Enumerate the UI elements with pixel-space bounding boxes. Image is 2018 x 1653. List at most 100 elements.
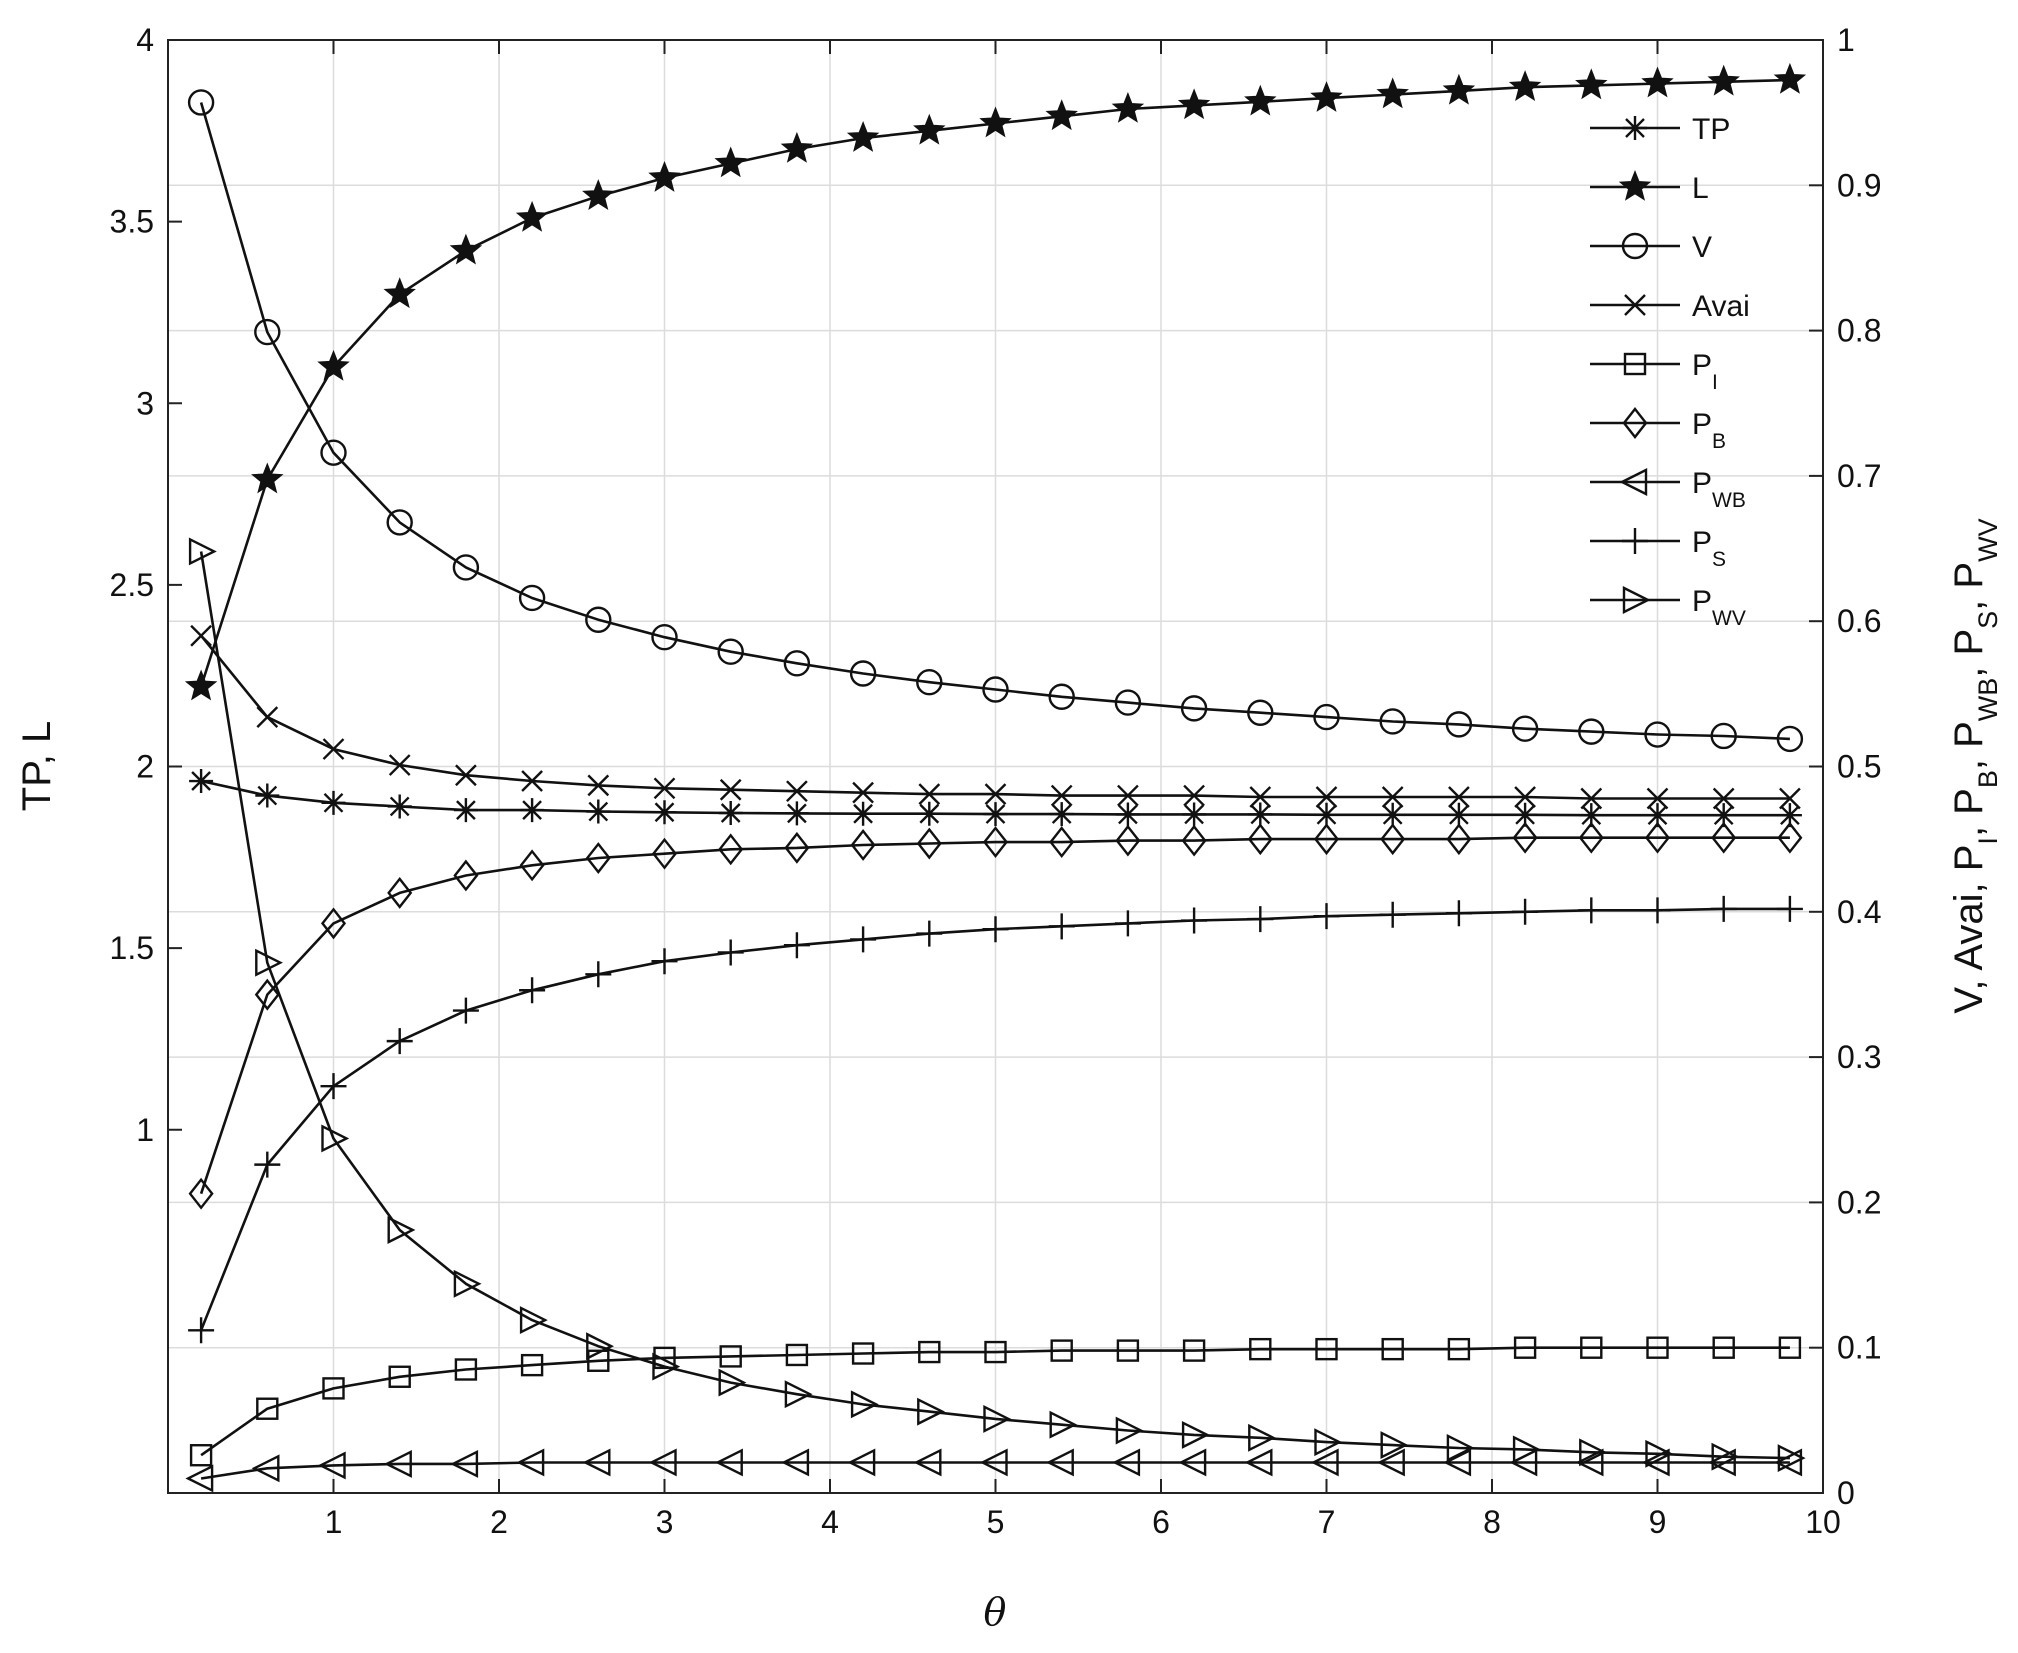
point-ps bbox=[1379, 901, 1406, 928]
point-l bbox=[515, 200, 549, 232]
point-pi bbox=[322, 1377, 345, 1400]
point-pwb bbox=[781, 1448, 810, 1477]
x-tick-label: 3 bbox=[656, 1504, 674, 1540]
point-pi bbox=[1182, 1339, 1206, 1362]
point-pwv bbox=[1645, 1439, 1674, 1468]
point-pwb bbox=[1178, 1448, 1207, 1477]
point-pwv bbox=[387, 1216, 416, 1244]
point-l bbox=[1575, 68, 1608, 100]
point-pwv bbox=[321, 1124, 350, 1153]
x-tick-label: 7 bbox=[1318, 1504, 1336, 1540]
point-tp bbox=[520, 798, 545, 823]
series-line-pi bbox=[200, 1346, 1790, 1457]
point-pwv bbox=[917, 1397, 945, 1426]
point-pwb bbox=[450, 1449, 479, 1478]
y-tick-label-right: 0.2 bbox=[1837, 1184, 1881, 1220]
point-pi bbox=[1381, 1337, 1404, 1361]
series-ps bbox=[188, 895, 1803, 1344]
point-pb bbox=[519, 849, 545, 882]
point-pi bbox=[918, 1340, 941, 1364]
point-tp bbox=[387, 794, 412, 819]
point-pi bbox=[1116, 1339, 1140, 1362]
point-pb bbox=[254, 978, 280, 1011]
y-tick-label-right: 0.7 bbox=[1837, 458, 1881, 494]
point-ps bbox=[783, 932, 810, 959]
point-v bbox=[254, 318, 281, 346]
point-v bbox=[1776, 725, 1804, 753]
point-v bbox=[1445, 711, 1473, 738]
point-avai bbox=[322, 738, 345, 760]
point-pwv bbox=[1512, 1435, 1541, 1464]
point-tp bbox=[189, 769, 214, 794]
point-pwb bbox=[582, 1448, 611, 1477]
x-tick-label: 6 bbox=[1152, 1504, 1170, 1540]
point-l bbox=[1310, 81, 1343, 112]
series-line-pwb bbox=[200, 1461, 1790, 1480]
point-v bbox=[452, 554, 480, 581]
point-pwv bbox=[784, 1380, 813, 1409]
point-pwv bbox=[1579, 1438, 1607, 1467]
point-tp bbox=[1446, 802, 1471, 827]
x-tick-label: 5 bbox=[987, 1504, 1005, 1540]
y-tick-label-right: 0.4 bbox=[1837, 894, 1881, 930]
y-tick-label-left: 2.5 bbox=[110, 567, 154, 603]
point-pwb bbox=[251, 1454, 280, 1483]
point-pb bbox=[916, 827, 942, 860]
point-avai bbox=[1117, 784, 1139, 807]
point-pwb bbox=[979, 1448, 1008, 1477]
point-tp bbox=[1182, 802, 1207, 827]
point-pwv bbox=[188, 537, 217, 566]
point-tp bbox=[1380, 802, 1405, 827]
point-tp bbox=[453, 798, 478, 823]
point-avai bbox=[587, 774, 610, 797]
point-ps bbox=[850, 926, 877, 953]
point-pb bbox=[1115, 824, 1141, 857]
point-v bbox=[717, 638, 744, 665]
series-pb bbox=[188, 821, 1803, 1210]
y-tick-label-left: 1.5 bbox=[110, 930, 154, 966]
point-ps bbox=[452, 997, 479, 1024]
tick-marks bbox=[168, 39, 1824, 1494]
point-avai bbox=[1514, 786, 1536, 808]
point-ps bbox=[1445, 900, 1472, 927]
legend-marker-pb bbox=[1622, 407, 1648, 439]
y-tick-label-left: 4 bbox=[136, 22, 154, 58]
point-v bbox=[386, 509, 413, 536]
point-pwb bbox=[1443, 1448, 1472, 1477]
point-l bbox=[582, 179, 615, 210]
series-line-v bbox=[199, 102, 1790, 741]
point-pb bbox=[1380, 823, 1406, 856]
point-ps bbox=[188, 1317, 215, 1344]
x-tick-label: 1 bbox=[325, 1504, 343, 1540]
legend-marker-ps bbox=[1622, 528, 1648, 554]
point-ps bbox=[386, 1028, 413, 1055]
point-l bbox=[1177, 88, 1211, 120]
point-pi bbox=[719, 1345, 742, 1368]
point-l bbox=[780, 131, 814, 163]
point-pwv bbox=[255, 948, 283, 977]
point-l bbox=[1707, 64, 1740, 96]
point-avai bbox=[1448, 786, 1470, 808]
point-l bbox=[251, 462, 284, 494]
point-pi bbox=[1315, 1337, 1338, 1361]
point-v bbox=[982, 676, 1009, 703]
point-ps bbox=[1313, 903, 1340, 930]
point-tp bbox=[1115, 802, 1140, 827]
point-pwv bbox=[850, 1390, 879, 1419]
point-pi bbox=[1646, 1336, 1669, 1359]
point-v bbox=[320, 439, 347, 466]
point-v bbox=[1313, 703, 1340, 731]
series-avai bbox=[190, 624, 1801, 810]
y-tick-label-left: 3.5 bbox=[110, 204, 154, 240]
point-avai bbox=[1315, 786, 1338, 808]
y-tick-label-right: 0.8 bbox=[1837, 313, 1881, 349]
point-l bbox=[714, 146, 747, 178]
point-ps bbox=[916, 920, 943, 947]
point-pb bbox=[585, 842, 611, 874]
point-v bbox=[1511, 715, 1539, 742]
legend-label-v: V bbox=[1692, 231, 1712, 264]
point-pwb bbox=[1377, 1448, 1405, 1477]
point-tp bbox=[718, 800, 743, 825]
point-ps bbox=[1048, 913, 1075, 940]
point-pb bbox=[453, 859, 479, 892]
